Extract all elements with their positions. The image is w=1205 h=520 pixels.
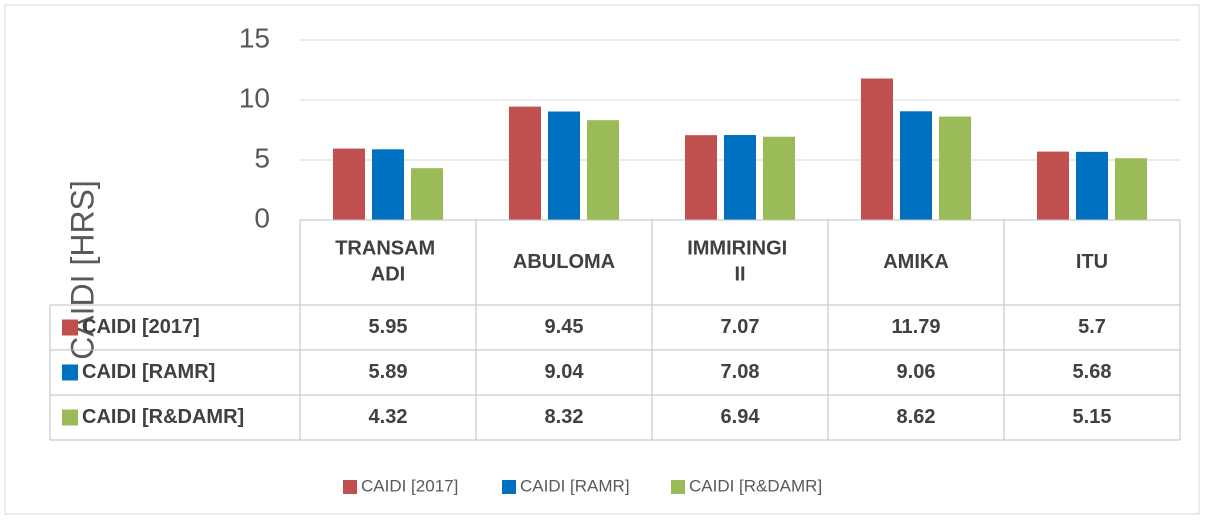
row-header: CAIDI [RAMR] [82,361,215,383]
table-value: 5.7 [1078,316,1106,338]
table-value: 8.32 [545,406,584,428]
table-value: 7.07 [721,316,760,338]
bar [900,111,932,220]
legend-key [62,319,78,336]
bar [372,149,404,220]
table-value: 5.15 [1073,406,1112,428]
table-value: 9.04 [545,361,585,383]
legend-key [62,364,78,381]
table-value: 4.32 [369,406,408,428]
bar [1037,151,1069,220]
x-tick-label: AMIKA [883,251,949,273]
table-value: 9.45 [545,316,584,338]
table-value: 9.06 [897,361,936,383]
table-value: 7.08 [721,361,760,383]
table-value: 5.95 [369,316,408,338]
y-tick-label: 15 [239,22,270,53]
bar [333,148,365,220]
legend-key [62,409,78,426]
row-header: CAIDI [R&DAMR] [82,406,244,428]
bar [587,120,619,220]
y-tick-label: 10 [239,82,270,113]
bar [411,168,443,220]
legend-label: CAIDI [2017] [361,476,458,495]
x-tick-label: ITU [1076,251,1108,273]
bar [509,106,541,220]
table-value: 5.68 [1073,361,1112,383]
bar [548,111,580,220]
row-header: CAIDI [2017] [82,316,200,338]
bar [861,78,893,221]
table-value: 11.79 [892,316,941,338]
x-tick-label: IMMIRINGI II [687,238,793,286]
legend-label: CAIDI [RAMR] [520,476,630,495]
bar [1076,151,1108,220]
chart-border [4,4,1200,515]
table-value: 5.89 [369,361,408,383]
x-tick-label: TRANSAM ADI [335,238,441,286]
bar [939,116,971,220]
bar [763,136,795,220]
bar [685,135,717,220]
legend-label: CAIDI [R&DAMR] [689,476,822,495]
legend-key [343,480,357,494]
table-value: 6.94 [721,406,761,428]
table-value: 8.62 [897,406,936,428]
bar [724,135,756,220]
legend-key [671,480,685,494]
y-tick-label: 5 [254,142,270,173]
bar [1115,158,1147,220]
y-tick-label: 0 [254,202,270,233]
legend-key [502,480,516,494]
x-tick-label: ABULOMA [513,251,615,273]
